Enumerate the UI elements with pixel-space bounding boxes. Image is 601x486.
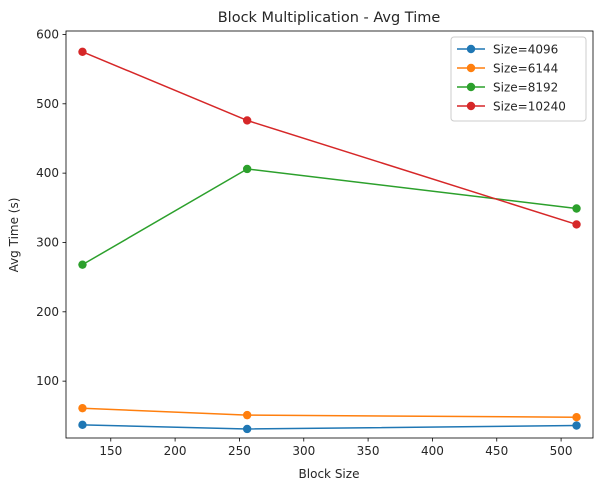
data-point: [78, 420, 87, 430]
legend-swatch-marker: [466, 44, 476, 54]
chart-title: Block Multiplication - Avg Time: [218, 10, 441, 26]
x-tick-label: 150: [99, 444, 122, 458]
legend-box: [450, 36, 587, 122]
legend-label: Size=10240: [493, 100, 566, 114]
x-tick-label: 450: [485, 444, 508, 458]
data-point: [572, 412, 581, 422]
y-tick-label: 200: [36, 305, 59, 319]
data-point: [242, 410, 252, 420]
x-tick-label: 400: [421, 444, 444, 458]
y-tick-label: 400: [36, 166, 59, 180]
data-point: [572, 204, 581, 213]
legend: Size=4096 Size=6144 Size=8192 Size=10240: [450, 36, 587, 122]
y-tick-label: 100: [36, 374, 59, 388]
data-point: [572, 421, 581, 430]
data-point: [78, 47, 87, 57]
series-line: [82, 168, 577, 266]
legend-swatch-marker: [466, 101, 476, 111]
x-tick-label: 200: [164, 444, 187, 458]
y-tick-label: 600: [36, 27, 59, 41]
x-tick-label: 300: [292, 444, 315, 458]
legend-label: Size=6144: [493, 62, 558, 76]
y-axis-title: Avg Time (s): [7, 198, 21, 273]
legend-swatch-marker: [466, 63, 476, 73]
y-tick-label: 500: [36, 97, 59, 111]
x-axis-title: Block Size: [299, 467, 360, 481]
data-point: [78, 403, 87, 413]
data-point: [242, 116, 252, 125]
legend-swatch-marker: [466, 82, 476, 92]
legend-label: Size=8192: [493, 81, 558, 95]
series-size-10240: [78, 47, 581, 229]
series-size-4096: [78, 420, 581, 434]
data-point: [242, 164, 252, 174]
y-tick-label: 300: [36, 235, 59, 249]
plot-frame: [65, 30, 594, 439]
x-tick-label: 350: [357, 444, 380, 458]
series-size-8192: [78, 164, 581, 269]
series-line: [82, 424, 577, 430]
data-point: [78, 260, 87, 269]
x-tick-label: 500: [550, 444, 573, 458]
legend-label: Size=4096: [493, 43, 558, 57]
x-tick-label: 250: [228, 444, 251, 458]
series-line: [82, 407, 577, 418]
data-point: [242, 424, 252, 434]
data-point: [572, 220, 581, 229]
series-size-6144: [78, 403, 581, 422]
